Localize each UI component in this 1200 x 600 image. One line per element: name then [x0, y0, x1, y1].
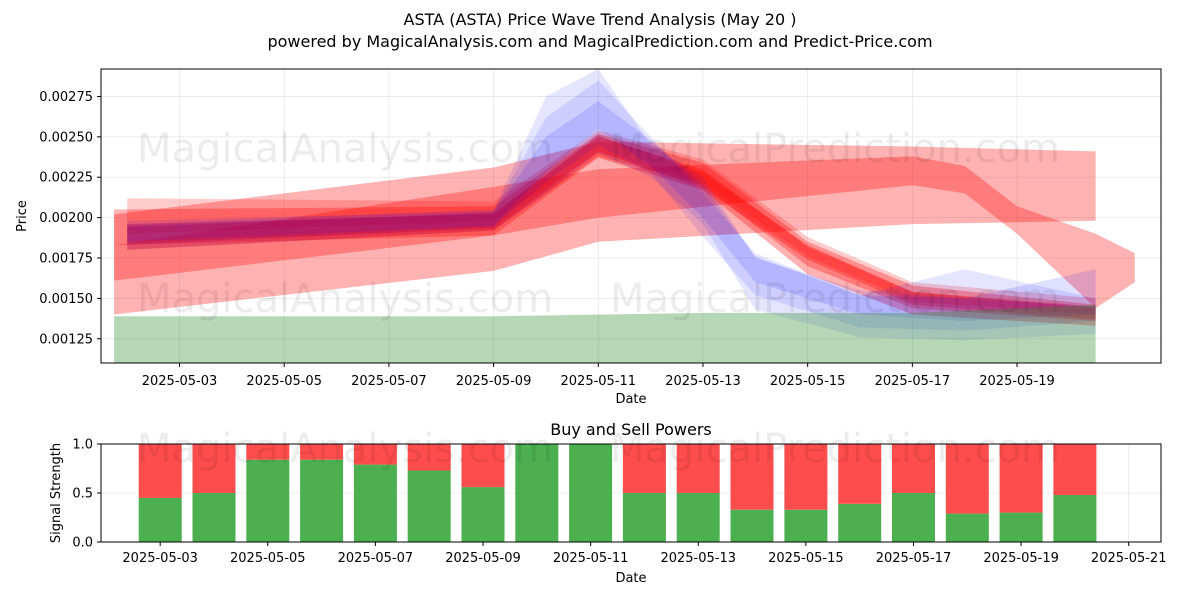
price-x-tick-label: 2025-05-19 [979, 374, 1055, 389]
price-grid [101, 69, 1161, 363]
buy-bar [353, 464, 397, 542]
sell-bar [622, 444, 666, 493]
signal-x-tick-label: 2025-05-05 [230, 551, 306, 566]
price-y-tick-label: 0.00125 [39, 332, 93, 347]
chart-subtitle: powered by MagicalAnalysis.com and Magic… [267, 32, 932, 51]
price-x-tick-label: 2025-05-05 [246, 374, 322, 389]
buy-bar [192, 493, 236, 542]
sell-bar [461, 444, 505, 488]
price-bands [114, 69, 1135, 363]
price-x-tick-label: 2025-05-11 [561, 374, 637, 389]
buy-bar [461, 487, 505, 542]
watermark-analysis-top: MagicalAnalysis.com [137, 126, 553, 172]
sell-bar [838, 444, 882, 504]
buy-bar [246, 459, 290, 542]
buy-bar [300, 459, 344, 542]
price-x-tick-label: 2025-05-17 [875, 374, 951, 389]
sell-bar [999, 444, 1043, 513]
signal-y-tick-label: 0.0 [72, 536, 93, 551]
price-x-tick-label: 2025-05-07 [351, 374, 427, 389]
signal-x-tick-label: 2025-05-19 [983, 551, 1059, 566]
buy-bar [945, 513, 989, 542]
chart-title: ASTA (ASTA) Price Wave Trend Analysis (M… [404, 10, 797, 29]
buy-bar [999, 512, 1043, 542]
red-price-band-1 [114, 156, 1135, 309]
sell-bar [192, 444, 236, 493]
green-price-band-9 [114, 304, 1096, 363]
signal-bars [138, 444, 1097, 542]
signal-x-tick-label: 2025-05-11 [553, 551, 629, 566]
buy-bar [838, 503, 882, 542]
signal-y-tick-label: 0.5 [72, 487, 93, 502]
signal-panel: Buy and Sell Powers MagicalAnalysis.com … [49, 420, 1166, 586]
buy-bar [730, 509, 774, 542]
price-y-tick-label: 0.00275 [39, 90, 93, 105]
signal-x-axis-label: Date [615, 571, 646, 586]
red-price-band-3 [127, 136, 1096, 321]
price-y-axis-label: Price [15, 200, 30, 232]
sell-bar [300, 444, 344, 460]
price-y-ticks: 0.00125 0.00150 0.00175 0.00200 0.00225 0.002… [39, 90, 101, 347]
price-x-tick-label: 2025-05-13 [665, 374, 741, 389]
buy-bar [622, 493, 666, 542]
buy-bar [407, 470, 451, 542]
price-x-tick-label: 2025-05-03 [142, 374, 218, 389]
red-price-band-4 [127, 135, 1096, 320]
signal-x-tick-label: 2025-05-17 [876, 551, 952, 566]
buy-bar [569, 444, 613, 542]
watermark-prediction-bottom: MagicalPrediction.com [610, 426, 1060, 472]
buy-bar [892, 493, 935, 542]
blue-price-band-8 [127, 101, 1096, 321]
price-y-tick-label: 0.00225 [39, 171, 93, 186]
sell-bar [730, 444, 774, 510]
price-x-tick-label: 2025-05-15 [770, 374, 846, 389]
sell-bar [1053, 444, 1097, 495]
signal-x-ticks: 2025-05-03 2025-05-05 2025-05-07 2025-05-09… [122, 542, 1166, 566]
signal-y-ticks: 0.0 0.5 1.0 [72, 438, 101, 551]
price-x-ticks: 2025-05-03 2025-05-05 2025-05-07 2025-05-09… [142, 363, 1055, 389]
buy-bar [784, 509, 828, 542]
sell-bar [676, 444, 720, 493]
watermark-analysis-middle: MagicalAnalysis.com [137, 276, 553, 322]
blue-price-band-6 [127, 69, 1096, 341]
sell-bar [407, 444, 451, 471]
signal-y-axis-label: Signal Strength [49, 443, 64, 543]
signal-x-tick-label: 2025-05-03 [122, 551, 198, 566]
buy-bar [138, 497, 182, 542]
signal-y-tick-label: 1.0 [72, 438, 93, 453]
signal-x-tick-label: 2025-05-07 [338, 551, 414, 566]
red-price-band-5 [127, 130, 1096, 315]
sell-bar [246, 444, 290, 460]
sell-bar [353, 444, 397, 465]
signal-x-tick-label: 2025-05-15 [768, 551, 844, 566]
buy-bar [515, 444, 559, 542]
price-x-axis-label: Date [615, 392, 646, 407]
sell-bar [945, 444, 989, 514]
price-x-tick-label: 2025-05-09 [456, 374, 532, 389]
sell-bar [892, 444, 935, 493]
sell-bar [138, 444, 182, 498]
price-axes-frame [100, 68, 1162, 364]
watermark-analysis-bottom: MagicalAnalysis.com [137, 426, 553, 472]
watermark-prediction-middle: MagicalPrediction.com [610, 276, 1060, 322]
signal-title: Buy and Sell Powers [550, 420, 712, 439]
watermark-prediction-top: MagicalPrediction.com [610, 126, 1060, 172]
price-y-tick-label: 0.00250 [39, 130, 93, 145]
signal-x-tick-label: 2025-05-21 [1091, 551, 1167, 566]
price-y-tick-label: 0.00175 [39, 252, 93, 267]
buy-bar [1053, 495, 1097, 542]
price-y-tick-label: 0.00150 [39, 292, 93, 307]
blue-price-band-7 [127, 80, 1096, 331]
signal-x-tick-label: 2025-05-09 [445, 551, 521, 566]
signal-x-tick-label: 2025-05-13 [660, 551, 736, 566]
sell-bar [784, 444, 828, 510]
price-panel: MagicalAnalysis.com MagicalPrediction.co… [15, 68, 1162, 407]
price-y-tick-label: 0.00200 [39, 211, 93, 226]
red-price-band-2 [114, 133, 1096, 326]
red-price-band-0 [114, 141, 1096, 315]
buy-bar [676, 493, 720, 542]
